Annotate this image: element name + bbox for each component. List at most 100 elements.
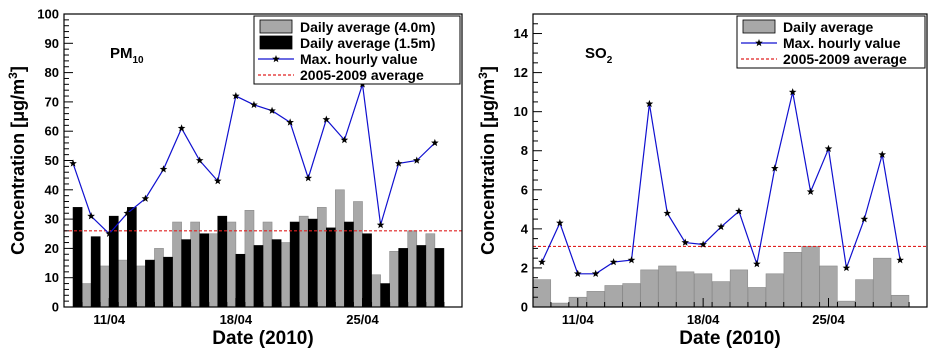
bar (765, 273, 784, 308)
bar (855, 279, 874, 308)
data-point (87, 212, 95, 220)
data-point (609, 258, 618, 266)
y-axis-label: Concentration [μg/m3] (476, 66, 498, 255)
data-point (735, 207, 743, 215)
bar (604, 285, 623, 308)
bar (298, 215, 309, 308)
y-tick-label: 0 (521, 300, 528, 315)
y-tick-label: 80 (45, 65, 59, 80)
bar (316, 207, 327, 308)
bar (398, 248, 409, 308)
y-axis-label-sup: 3 (476, 72, 490, 79)
data-point (159, 165, 168, 173)
bar (586, 291, 605, 308)
bar (145, 259, 155, 308)
bar (344, 221, 354, 308)
bar (416, 245, 427, 308)
bar (280, 242, 291, 308)
data-point (806, 187, 815, 195)
bar (127, 207, 137, 308)
bar (208, 233, 219, 308)
bar (783, 252, 802, 308)
data-point (268, 106, 276, 114)
bar (289, 221, 300, 308)
y-tick-label: 40 (45, 182, 59, 197)
y-axis-label-tail: ] (478, 66, 498, 72)
data-point (842, 263, 851, 272)
species-label-sub: 2 (607, 55, 613, 66)
bar (136, 265, 146, 308)
legend-swatch (259, 35, 293, 50)
species-label: SO2 (585, 45, 613, 66)
bar (117, 259, 128, 308)
data-point (645, 99, 654, 108)
legend-label: 2005-2009 average (300, 67, 424, 83)
data-point (717, 222, 725, 231)
data-point (573, 269, 582, 278)
bar (747, 287, 766, 308)
bar (226, 221, 237, 308)
bar (262, 221, 273, 308)
bar (244, 210, 255, 308)
data-point (322, 115, 331, 123)
x-axis-label: Date (2010) (679, 328, 780, 349)
data-point (824, 144, 833, 153)
bar (676, 271, 695, 308)
data-point (753, 260, 761, 268)
bar (163, 256, 173, 308)
x-tick-label: 11/04 (562, 312, 595, 327)
bar (217, 215, 228, 308)
bar (190, 221, 200, 308)
data-point (878, 150, 887, 158)
y-tick-label: 50 (45, 153, 59, 168)
so2-chart: 0 2 4 6 8 10 12 14 11/04 18/04 25/04 Date (2010) Con… (476, 13, 928, 349)
bar (658, 265, 677, 308)
bar (891, 294, 910, 308)
legend-label: 2005-2009 average (783, 51, 907, 67)
data-point (627, 256, 636, 264)
y-tick-label: 60 (45, 124, 59, 139)
data-point (340, 135, 349, 144)
y-tick-label: 90 (45, 36, 59, 51)
species-label-sub: 10 (133, 55, 145, 66)
bar (380, 283, 390, 308)
legend-marker (272, 55, 280, 63)
bar (172, 221, 182, 308)
y-tick-label: 70 (45, 94, 59, 109)
bar (108, 215, 119, 308)
species-label-main: PM (110, 45, 133, 62)
y-tick-label: 0 (52, 300, 59, 315)
bar (353, 201, 363, 308)
legend-swatch (259, 19, 293, 34)
data-point (394, 159, 403, 167)
bar (801, 246, 820, 308)
y-tick-label: 12 (514, 65, 528, 80)
data-point (177, 124, 186, 132)
y-tick-label: 30 (45, 212, 59, 227)
bar (371, 274, 381, 308)
data-point (663, 209, 672, 217)
data-point (105, 229, 114, 237)
data-point (788, 88, 797, 96)
data-point (556, 219, 564, 227)
bar (640, 269, 659, 308)
x-axis-label: Date (2010) (212, 328, 313, 349)
bar (235, 253, 246, 308)
y-tick-label: 4 (521, 221, 529, 236)
x-tick-label: 18/04 (687, 312, 720, 327)
bar (181, 239, 191, 308)
bar (873, 257, 892, 308)
y-tick-label: 2 (521, 260, 528, 275)
bar (199, 233, 210, 308)
data-point (412, 156, 421, 164)
bar (335, 189, 345, 308)
y-tick-label: 100 (37, 7, 59, 22)
data-point (195, 156, 204, 164)
x-tick-label: 18/04 (220, 312, 253, 327)
legend-marker (755, 39, 763, 47)
bar (253, 245, 264, 308)
data-point (250, 100, 258, 109)
bar (711, 281, 731, 308)
data-point (69, 159, 77, 167)
